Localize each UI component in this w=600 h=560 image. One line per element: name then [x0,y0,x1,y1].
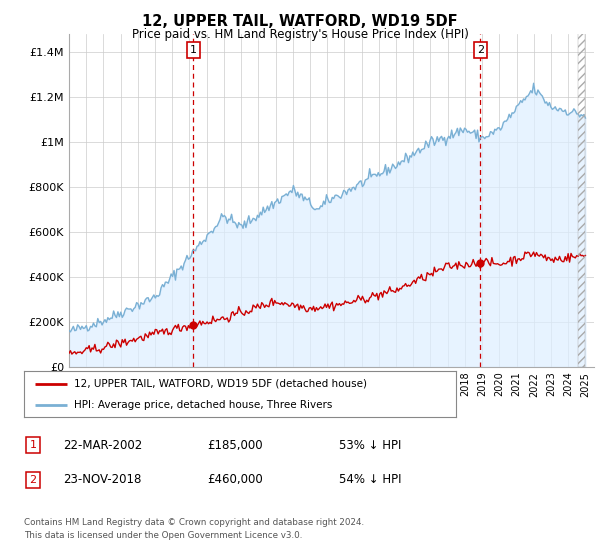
Text: Price paid vs. HM Land Registry's House Price Index (HPI): Price paid vs. HM Land Registry's House … [131,28,469,41]
Text: £185,000: £185,000 [207,438,263,452]
Text: 1: 1 [190,45,197,55]
Text: 23-NOV-2018: 23-NOV-2018 [63,473,142,487]
Text: 22-MAR-2002: 22-MAR-2002 [63,438,142,452]
Text: Contains HM Land Registry data © Crown copyright and database right 2024.
This d: Contains HM Land Registry data © Crown c… [24,518,364,539]
Text: 54% ↓ HPI: 54% ↓ HPI [339,473,401,487]
Text: 12, UPPER TAIL, WATFORD, WD19 5DF: 12, UPPER TAIL, WATFORD, WD19 5DF [142,14,458,29]
Text: 1: 1 [29,440,37,450]
Text: 12, UPPER TAIL, WATFORD, WD19 5DF (detached house): 12, UPPER TAIL, WATFORD, WD19 5DF (detac… [74,379,367,389]
Text: 53% ↓ HPI: 53% ↓ HPI [339,438,401,452]
Text: 2: 2 [29,475,37,485]
Text: £460,000: £460,000 [207,473,263,487]
Text: HPI: Average price, detached house, Three Rivers: HPI: Average price, detached house, Thre… [74,400,332,410]
Text: 2: 2 [477,45,484,55]
